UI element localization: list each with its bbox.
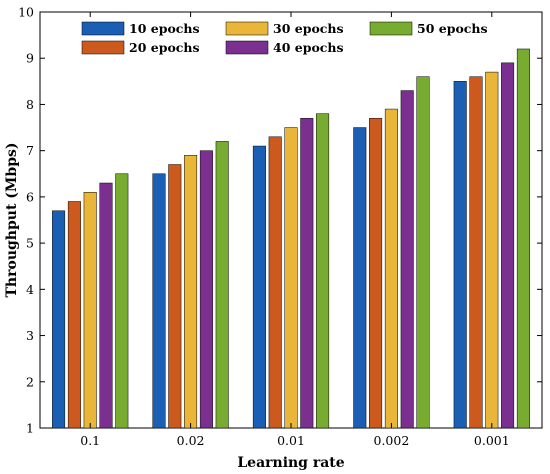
- y-tick-label: 1: [26, 421, 34, 436]
- bar-0.1-20-epochs: [67, 201, 81, 429]
- legend-swatch-40-epochs: [225, 40, 269, 55]
- bars-group: [52, 48, 530, 429]
- bar-0.02-30-epochs: [184, 155, 198, 429]
- bar-0.1-40-epochs: [99, 182, 113, 429]
- bar-0.002-10-epochs: [353, 127, 367, 429]
- x-axis-ticks: 0.1 0.02 0.01 0.002 0.001: [80, 12, 510, 448]
- bar-0.02-40-epochs: [199, 150, 213, 429]
- x-tick-label: 0.1: [80, 433, 100, 448]
- bar-0.001-50-epochs: [516, 48, 530, 429]
- x-tick-label: 0.02: [177, 433, 205, 448]
- bar-0.001-30-epochs: [485, 71, 499, 429]
- x-tick-label: 0.002: [374, 433, 410, 448]
- legend-swatch-20-epochs: [81, 40, 125, 55]
- x-tick-label: 0.01: [277, 433, 305, 448]
- bar-0.1-10-epochs: [52, 210, 66, 429]
- y-tick-label: 7: [26, 143, 34, 158]
- bar-0.001-40-epochs: [501, 62, 515, 429]
- legend-label-30-epochs: 30 epochs: [273, 21, 344, 36]
- bar-0.002-40-epochs: [400, 90, 414, 429]
- y-axis-ticks: 1 2 3 4 5 6 7 8 9 10: [18, 5, 542, 436]
- bar-0.1-30-epochs: [83, 192, 97, 429]
- legend-label-40-epochs: 40 epochs: [273, 40, 344, 55]
- bar-0.001-10-epochs: [453, 81, 467, 429]
- bar-0.002-50-epochs: [416, 76, 430, 429]
- y-tick-label: 4: [26, 282, 34, 297]
- bar-0.01-30-epochs: [284, 127, 298, 429]
- x-axis-label: Learning rate: [237, 455, 344, 471]
- y-axis-label: Throughput (Mbps): [4, 143, 20, 298]
- bar-0.002-30-epochs: [384, 108, 398, 429]
- bar-0.02-50-epochs: [215, 141, 229, 429]
- legend-swatch-30-epochs: [225, 21, 269, 36]
- bar-0.01-50-epochs: [316, 113, 330, 429]
- y-tick-label: 6: [26, 189, 34, 204]
- bar-0.01-10-epochs: [252, 145, 266, 429]
- y-tick-label: 10: [18, 5, 34, 20]
- bar-0.01-40-epochs: [300, 118, 314, 429]
- y-tick-label: 5: [26, 236, 34, 251]
- bar-0.001-20-epochs: [469, 76, 483, 429]
- x-tick-label: 0.001: [474, 433, 510, 448]
- legend-swatch-50-epochs: [369, 21, 413, 36]
- bar-0.002-20-epochs: [369, 118, 383, 429]
- legend: 10 epochs 20 epochs 30 epochs 40 epochs 50 e…: [81, 21, 488, 55]
- y-tick-label: 9: [26, 51, 34, 66]
- legend-label-50-epochs: 50 epochs: [417, 21, 488, 36]
- y-tick-label: 3: [26, 328, 34, 343]
- y-tick-label: 8: [26, 97, 34, 112]
- legend-label-10-epochs: 10 epochs: [129, 21, 200, 36]
- bar-0.02-20-epochs: [168, 164, 182, 429]
- bar-0.1-50-epochs: [115, 173, 129, 429]
- legend-label-20-epochs: 20 epochs: [129, 40, 200, 55]
- y-tick-label: 2: [26, 374, 34, 389]
- bar-0.02-10-epochs: [152, 173, 166, 429]
- bar-0.01-20-epochs: [268, 136, 282, 429]
- legend-swatch-10-epochs: [81, 21, 125, 36]
